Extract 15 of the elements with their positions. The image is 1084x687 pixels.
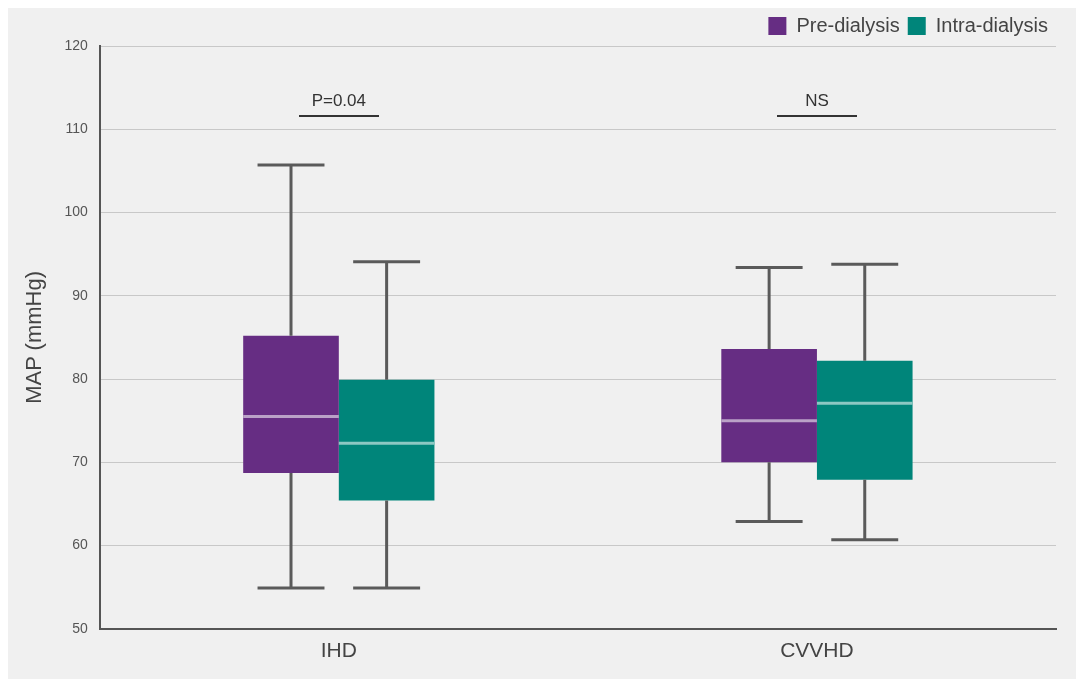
x-tick-label: CVVHD	[780, 638, 854, 662]
y-tick-label: 110	[65, 120, 88, 137]
y-tick-label: 70	[72, 453, 88, 470]
x-tick-label: IHD	[320, 638, 357, 662]
y-tick-label: 100	[64, 203, 88, 220]
y-tick-label: 120	[64, 36, 88, 53]
annotation: NS	[805, 91, 829, 111]
y-tick-label: 50	[72, 619, 88, 636]
y-tick-label: 90	[72, 286, 88, 303]
y-tick-label: 60	[72, 536, 88, 553]
annotation: P=0.04	[311, 91, 366, 111]
y-axis-title: MAP (mmHg)	[21, 270, 47, 404]
legend-label: Intra-dialysis	[935, 13, 1049, 36]
y-tick-label: 80	[72, 369, 88, 386]
legend-label: Pre-dialysis	[796, 13, 900, 36]
